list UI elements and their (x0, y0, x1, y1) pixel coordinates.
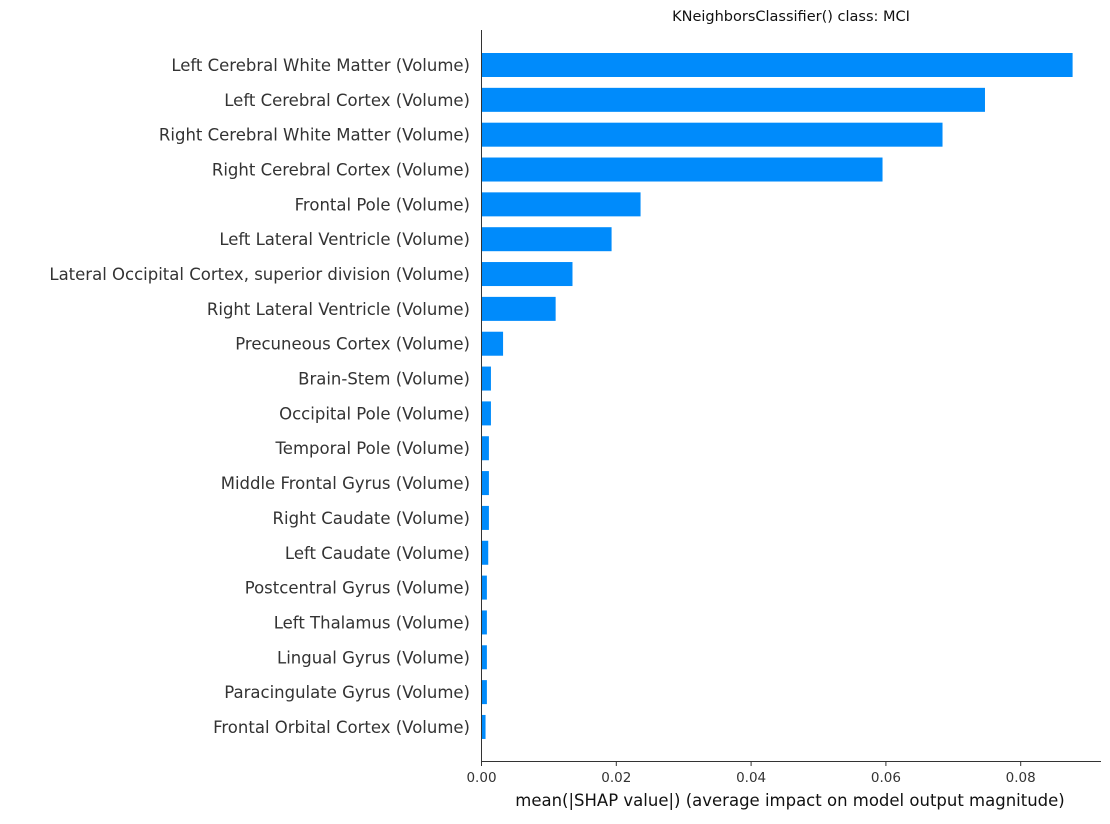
feature-label-1: Left Cerebral Cortex (Volume) (224, 91, 470, 110)
bar-9 (481, 366, 491, 391)
bars-group (481, 53, 1073, 739)
bar-15 (481, 575, 487, 600)
feature-label-19: Frontal Orbital Cortex (Volume) (213, 718, 470, 737)
bar-1 (481, 87, 985, 112)
bar-2 (481, 122, 943, 147)
bar-6 (481, 262, 573, 287)
bar-10 (481, 401, 491, 426)
bar-17 (481, 645, 487, 670)
x-ticks-group: 0.00 0.02 0.04 0.06 0.08 (466, 761, 1036, 786)
bar-11 (481, 436, 489, 461)
bar-8 (481, 331, 504, 356)
feature-label-9: Brain-Stem (Volume) (298, 370, 470, 389)
feature-label-11: Temporal Pole (Volume) (275, 439, 470, 458)
feature-label-2: Right Cerebral White Matter (Volume) (159, 126, 470, 145)
x-axis-title: mean(|SHAP value|) (average impact on mo… (515, 791, 1065, 810)
bar-5 (481, 227, 612, 252)
feature-labels-group: Left Cerebral White Matter (Volume) Left … (49, 56, 470, 737)
feature-label-6: Lateral Occipital Cortex, superior divis… (49, 265, 470, 284)
x-tick-label-4: 0.08 (1006, 770, 1036, 786)
x-tick-label-0: 0.00 (466, 770, 496, 786)
bar-12 (481, 471, 489, 496)
bar-18 (481, 680, 487, 705)
feature-label-15: Postcentral Gyrus (Volume) (245, 579, 470, 598)
bar-4 (481, 192, 641, 217)
feature-label-17: Lingual Gyrus (Volume) (277, 648, 470, 667)
bar-14 (481, 540, 489, 565)
x-tick-label-2: 0.04 (736, 770, 766, 786)
feature-label-13: Right Caudate (Volume) (273, 509, 470, 528)
chart-title: KNeighborsClassifier() class: MCI (672, 9, 910, 25)
x-tick-label-3: 0.06 (871, 770, 901, 786)
feature-label-7: Right Lateral Ventricle (Volume) (207, 300, 470, 319)
bar-19 (481, 714, 486, 739)
feature-label-0: Left Cerebral White Matter (Volume) (171, 56, 470, 75)
feature-label-8: Precuneous Cortex (Volume) (235, 335, 470, 354)
feature-label-14: Left Caudate (Volume) (285, 544, 470, 563)
feature-label-10: Occipital Pole (Volume) (279, 404, 470, 423)
bar-7 (481, 296, 556, 321)
feature-label-4: Frontal Pole (Volume) (295, 195, 470, 214)
feature-label-16: Left Thalamus (Volume) (274, 613, 470, 632)
bar-0 (481, 53, 1073, 77)
feature-label-18: Paracingulate Gyrus (Volume) (224, 683, 470, 702)
x-tick-label-1: 0.02 (601, 770, 631, 786)
feature-label-3: Right Cerebral Cortex (Volume) (212, 161, 470, 180)
bar-3 (481, 157, 883, 182)
bar-16 (481, 610, 487, 635)
feature-label-12: Middle Frontal Gyrus (Volume) (221, 474, 470, 493)
feature-label-5: Left Lateral Ventricle (Volume) (219, 230, 470, 249)
bar-13 (481, 505, 489, 530)
